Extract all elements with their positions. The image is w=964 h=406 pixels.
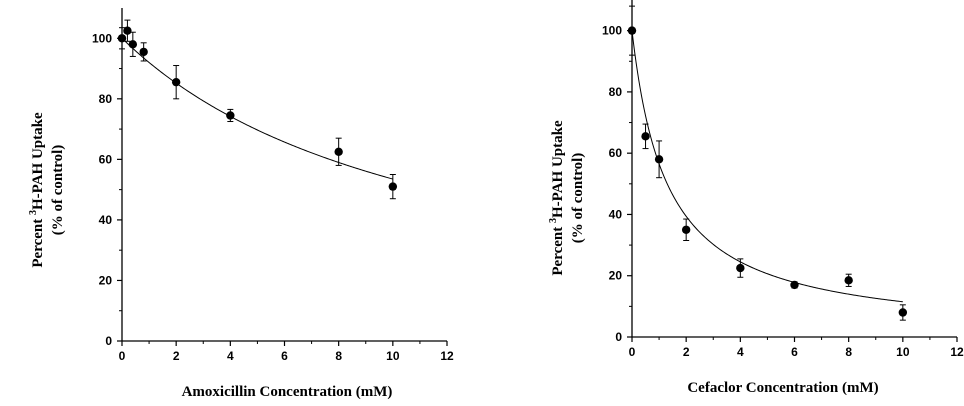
chart-cefaclor-axes: 0 2 4 6 8 10 12 0 20 40 60 80 100 bbox=[602, 0, 964, 359]
chart-cefaclor-x-axis-label: Cefaclor Concentration (mM) bbox=[687, 380, 878, 396]
chart-amoxicillin-data-point bbox=[388, 174, 398, 200]
chart-cefaclor-x-tick-label: 0 bbox=[629, 345, 636, 359]
chart-amoxicillin-y-tick-label: 100 bbox=[92, 31, 112, 45]
chart-cefaclor-y-tick-label: 60 bbox=[609, 146, 623, 160]
chart-cefaclor: 0 2 4 6 8 10 12 0 20 40 60 80 100 Cefaclor Concentra… bbox=[548, 0, 964, 396]
chart-amoxicillin-x-tick-label: 4 bbox=[227, 349, 234, 363]
chart-cefaclor-y-tick-label: 40 bbox=[609, 207, 623, 221]
chart-amoxicillin-y-tick-label: 60 bbox=[99, 152, 113, 166]
chart-cefaclor-y-axis-label-line1: Percent 3H-PAH Uptake bbox=[548, 120, 566, 276]
chart-cefaclor-x-tick-label: 10 bbox=[896, 345, 910, 359]
chart-cefaclor-points bbox=[627, 5, 908, 321]
chart-amoxicillin-x-tick-label: 6 bbox=[281, 349, 288, 363]
chart-cefaclor-y-axis-label-line2: (% of control) bbox=[570, 153, 586, 244]
chart-amoxicillin-data-point bbox=[123, 19, 132, 42]
chart-cefaclor-x-tick-label: 4 bbox=[737, 345, 744, 359]
chart-cefaclor-data-point bbox=[736, 258, 745, 278]
chart-cefaclor-fit-curve bbox=[631, 30, 903, 303]
chart-amoxicillin-x-tick-label: 10 bbox=[386, 349, 400, 363]
chart-cefaclor-y-tick-label: 80 bbox=[609, 85, 623, 99]
chart-cefaclor-data-point bbox=[681, 218, 691, 241]
chart-amoxicillin-data-point bbox=[334, 137, 343, 166]
chart-amoxicillin-x-tick-label: 0 bbox=[119, 349, 126, 363]
chart-cefaclor-x-tick-label: 8 bbox=[845, 345, 852, 359]
chart-amoxicillin-points bbox=[117, 19, 398, 200]
chart-amoxicillin-y-axis-label-line2: (% of control) bbox=[50, 145, 66, 236]
chart-amoxicillin-data-point bbox=[128, 31, 138, 57]
chart-cefaclor-y-tick-label: 20 bbox=[609, 269, 623, 283]
chart-cefaclor-y-tick-label: 100 bbox=[602, 24, 622, 38]
chart-amoxicillin-x-tick-label: 2 bbox=[173, 349, 180, 363]
chart-amoxicillin-y-tick-label: 80 bbox=[99, 92, 113, 106]
chart-amoxicillin-x-tick-label: 8 bbox=[335, 349, 342, 363]
chart-cefaclor-y-tick-label: 0 bbox=[615, 330, 622, 344]
chart-cefaclor-data-point bbox=[898, 304, 908, 321]
chart-amoxicillin-data-point bbox=[226, 108, 235, 123]
chart-cefaclor-data-point bbox=[790, 280, 799, 290]
chart-amoxicillin-y-axis-label-line1: Percent 3H-PAH Uptake bbox=[28, 112, 46, 268]
chart-amoxicillin-data-point bbox=[139, 42, 148, 62]
chart-amoxicillin-data-point bbox=[171, 65, 181, 100]
chart-amoxicillin-axes: 0 2 4 6 8 10 12 0 20 40 60 80 100 bbox=[92, 8, 454, 363]
chart-amoxicillin-data-point bbox=[117, 27, 127, 50]
chart-amoxicillin-y-tick-label: 40 bbox=[99, 213, 113, 227]
chart-cefaclor-x-tick-label: 12 bbox=[950, 345, 964, 359]
chart-amoxicillin-y-tick-label: 20 bbox=[99, 273, 113, 287]
chart-cefaclor-data-point bbox=[844, 273, 853, 287]
chart-amoxicillin: 0 2 4 6 8 10 12 0 20 40 60 80 100 Amoxicillin Concen… bbox=[28, 8, 454, 400]
chart-cefaclor-x-tick-label: 2 bbox=[683, 345, 690, 359]
chart-amoxicillin-x-axis-label: Amoxicillin Concentration (mM) bbox=[182, 384, 393, 400]
chart-amoxicillin-y-tick-label: 0 bbox=[105, 334, 112, 348]
chart-cefaclor-data-point bbox=[654, 140, 664, 179]
chart-cefaclor-data-point bbox=[641, 123, 650, 150]
chart-cefaclor-x-tick-label: 6 bbox=[791, 345, 798, 359]
chart-cefaclor-data-point bbox=[627, 5, 637, 56]
chart-amoxicillin-x-tick-label: 12 bbox=[440, 349, 454, 363]
chart-amoxicillin-fit-curve bbox=[121, 37, 393, 180]
